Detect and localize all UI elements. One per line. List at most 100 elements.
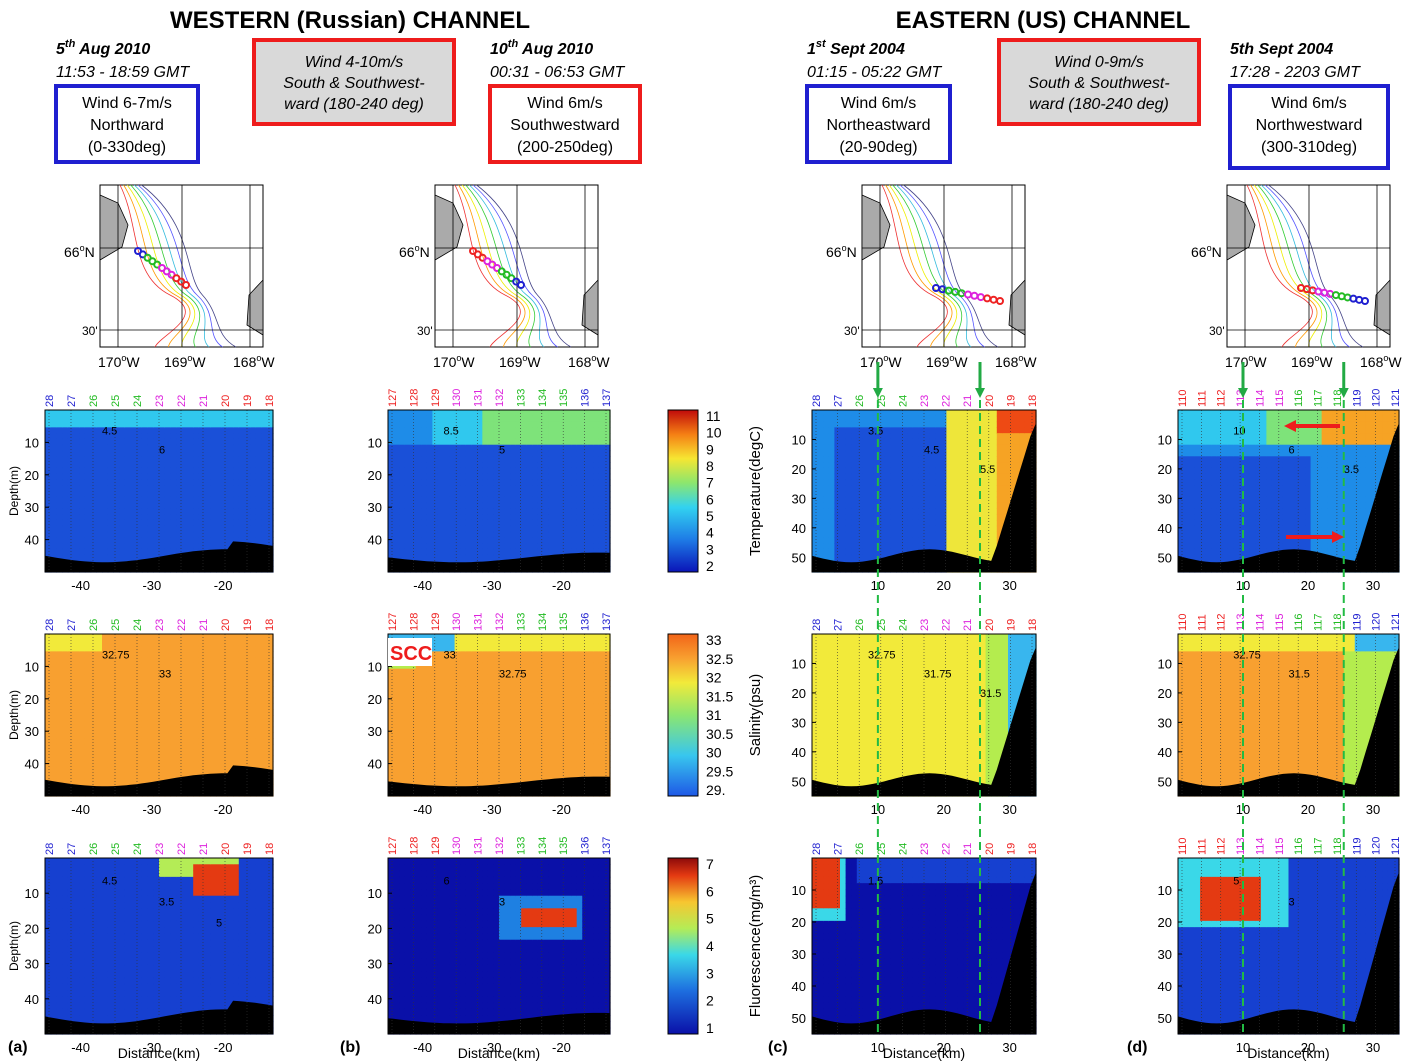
station-label: 118 xyxy=(1332,613,1344,631)
x-tick-label: 10 xyxy=(1236,1040,1250,1055)
fluorescence-colorbar-tick: 2 xyxy=(706,993,714,1009)
x-axis-label: Distance(km) xyxy=(458,1045,540,1061)
western-wind-range-line2: South & Southwest- xyxy=(283,75,424,92)
y-tick-label: 10 xyxy=(792,656,806,671)
x-tick-label: -30 xyxy=(483,578,502,593)
y-tick-label: 20 xyxy=(25,692,39,707)
station-label: 128 xyxy=(408,613,420,631)
y-axis-label: Depth(m) xyxy=(7,466,21,516)
y-tick-label: 30 xyxy=(25,500,39,515)
station-label: 22 xyxy=(941,843,953,855)
y-tick-label: 40 xyxy=(25,757,39,772)
land-west-icon xyxy=(1226,194,1256,261)
section-d-temperature: 110 111 112 113 114 115 116 117 118 119 120 1211020… xyxy=(1158,389,1402,593)
y-axis-label: Depth(m) xyxy=(7,690,21,740)
land-east-icon xyxy=(581,278,599,336)
y-tick-label: 40 xyxy=(1158,979,1172,994)
station-label: 131 xyxy=(473,613,485,631)
station-label: 27 xyxy=(66,619,78,631)
station-label: 119 xyxy=(1351,389,1363,407)
station-label: 128 xyxy=(408,389,420,407)
y-axis-label: Salinity(psu) xyxy=(747,674,764,757)
station-label: 21 xyxy=(198,395,210,407)
contour-label: 31.5 xyxy=(1289,669,1310,681)
contour-label: 32.75 xyxy=(1233,649,1261,661)
lon-label: 170oW xyxy=(860,353,902,370)
station-label: 130 xyxy=(451,837,463,855)
y-axis-label: Fluorescence(mg/m³) xyxy=(747,875,764,1018)
contour-label: 3.5 xyxy=(868,425,883,437)
station-label: 26 xyxy=(854,619,866,631)
y-tick-label: 20 xyxy=(25,468,39,483)
y-tick-label: 40 xyxy=(792,745,806,760)
station-label: 18 xyxy=(264,619,276,631)
station-label: 115 xyxy=(1274,837,1286,855)
contour-label: 3 xyxy=(1289,897,1295,909)
salinity-colorbar-tick: 30 xyxy=(706,745,722,761)
land-west-icon xyxy=(434,194,464,261)
station-label: 133 xyxy=(515,613,527,631)
station-label: 27 xyxy=(833,619,845,631)
x-tick-label: -30 xyxy=(142,1040,161,1055)
y-tick-label: 40 xyxy=(368,533,382,548)
station-label: 23 xyxy=(919,843,931,855)
y-tick-label: 30 xyxy=(792,715,806,730)
x-axis-label: Distance(km) xyxy=(118,1045,200,1061)
station-label: 28 xyxy=(811,395,823,407)
station-label: 137 xyxy=(601,389,613,407)
lat-30-label: 30' xyxy=(82,324,98,338)
station-marker xyxy=(517,281,525,289)
panel-wind-box: Wind 6m/s Northwestward (300-310deg) xyxy=(1228,84,1390,170)
lon-label: 170oW xyxy=(1225,353,1267,370)
y-tick-label: 50 xyxy=(1158,550,1172,565)
contour-label: 1.5 xyxy=(868,875,883,887)
y-tick-label: 40 xyxy=(25,533,39,548)
panel-wind-box: Wind 6m/s Northeastward (20-90deg) xyxy=(805,84,952,164)
x-tick-label: -40 xyxy=(71,578,90,593)
wind-box-line: Northwestward xyxy=(1256,117,1363,134)
panel-date: 10th Aug 2010 xyxy=(490,38,593,58)
lat-label: 66oN xyxy=(399,243,430,260)
y-tick-label: 30 xyxy=(368,500,382,515)
station-label: 129 xyxy=(430,389,442,407)
station-label: 19 xyxy=(1005,395,1017,407)
station-label: 136 xyxy=(580,389,592,407)
fluorescence-colorbar-tick: 4 xyxy=(706,938,714,954)
station-label: 112 xyxy=(1216,389,1228,407)
station-label: 18 xyxy=(264,843,276,855)
western-wind-range-line1: Wind 4-10m/s xyxy=(305,54,404,71)
x-tick-label: 30 xyxy=(1366,578,1380,593)
y-tick-label: 20 xyxy=(792,915,806,930)
station-label: 111 xyxy=(1196,390,1208,407)
y-tick-label: 10 xyxy=(1158,656,1172,671)
station-label: 19 xyxy=(242,619,254,631)
lon-label: 168oW xyxy=(568,353,610,370)
section-a-temperature: 28 27 26 25 24 23 22 21 20 19 18 10 20 30 40 -40 -30 -20 4… xyxy=(7,395,276,593)
y-tick-label: 10 xyxy=(25,886,39,901)
y-tick-label: 20 xyxy=(1158,686,1172,701)
y-tick-label: 30 xyxy=(25,724,39,739)
y-tick-label: 20 xyxy=(1158,462,1172,477)
contour-label: 5 xyxy=(216,918,222,930)
lat-30-label: 30' xyxy=(1209,324,1225,338)
section-d-fluorescence: 110 111 112 113 114 115 116 117 118 119 120 121 10 20… xyxy=(1158,837,1402,1055)
y-tick-label: 20 xyxy=(1158,915,1172,930)
station-label: 25 xyxy=(110,843,122,855)
salinity-colorbar-tick: 31 xyxy=(706,707,722,723)
salinity-colorbar-tick: 29.5 xyxy=(706,763,733,779)
seafloor xyxy=(45,765,273,796)
y-tick-label: 50 xyxy=(792,550,806,565)
front-arrow-icon xyxy=(1238,388,1248,398)
y-tick-label: 40 xyxy=(368,992,382,1007)
x-tick-label: 20 xyxy=(1301,1040,1315,1055)
station-label: 28 xyxy=(44,395,56,407)
station-label: 115 xyxy=(1274,389,1286,407)
fluorescence-colorbar-tick: 1 xyxy=(706,1020,714,1036)
station-label: 19 xyxy=(242,395,254,407)
station-label: 18 xyxy=(1027,619,1039,631)
station-label: 20 xyxy=(220,395,232,407)
station-label: 24 xyxy=(897,619,909,631)
wind-box-line: Southwestward xyxy=(510,117,619,134)
y-tick-label: 40 xyxy=(1158,521,1172,536)
x-tick-label: -30 xyxy=(142,578,161,593)
